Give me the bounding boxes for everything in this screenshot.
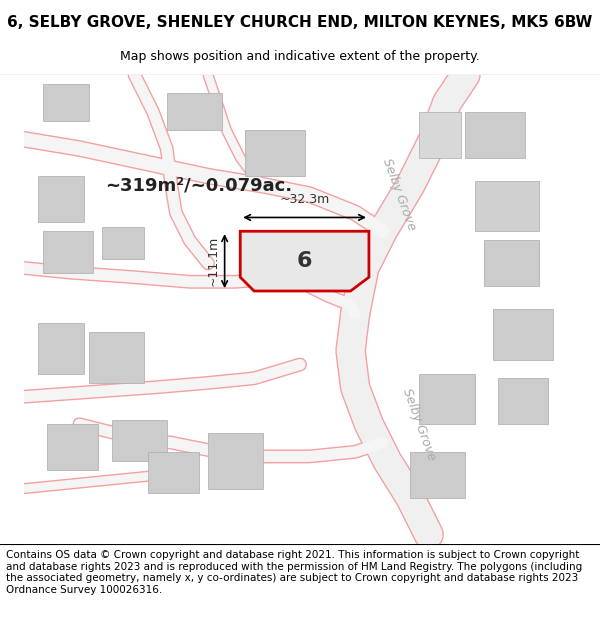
Polygon shape (475, 181, 539, 231)
Text: Selby Grove: Selby Grove (400, 386, 439, 462)
Polygon shape (245, 130, 305, 176)
Polygon shape (484, 241, 539, 286)
Polygon shape (493, 309, 553, 360)
Polygon shape (410, 452, 466, 498)
Text: ~32.3m: ~32.3m (280, 193, 330, 206)
Polygon shape (89, 332, 144, 383)
Polygon shape (419, 374, 475, 424)
Text: ~319m²/~0.079ac.: ~319m²/~0.079ac. (106, 176, 292, 194)
Polygon shape (47, 424, 98, 470)
Polygon shape (208, 434, 263, 489)
Text: Contains OS data © Crown copyright and database right 2021. This information is : Contains OS data © Crown copyright and d… (6, 550, 582, 595)
Text: 6: 6 (297, 251, 313, 271)
Polygon shape (43, 231, 93, 272)
Text: ~11.1m: ~11.1m (207, 236, 220, 286)
Text: 6, SELBY GROVE, SHENLEY CHURCH END, MILTON KEYNES, MK5 6BW: 6, SELBY GROVE, SHENLEY CHURCH END, MILT… (7, 15, 593, 30)
Polygon shape (497, 378, 548, 424)
Polygon shape (103, 227, 144, 259)
Polygon shape (112, 419, 167, 461)
Polygon shape (419, 112, 461, 158)
Polygon shape (43, 84, 89, 121)
Text: Map shows position and indicative extent of the property.: Map shows position and indicative extent… (120, 50, 480, 62)
Polygon shape (167, 93, 222, 130)
Polygon shape (240, 231, 369, 291)
Polygon shape (466, 112, 525, 158)
Polygon shape (38, 323, 84, 374)
Polygon shape (148, 452, 199, 493)
Polygon shape (38, 176, 84, 222)
Text: Selby Grove: Selby Grove (380, 157, 418, 232)
